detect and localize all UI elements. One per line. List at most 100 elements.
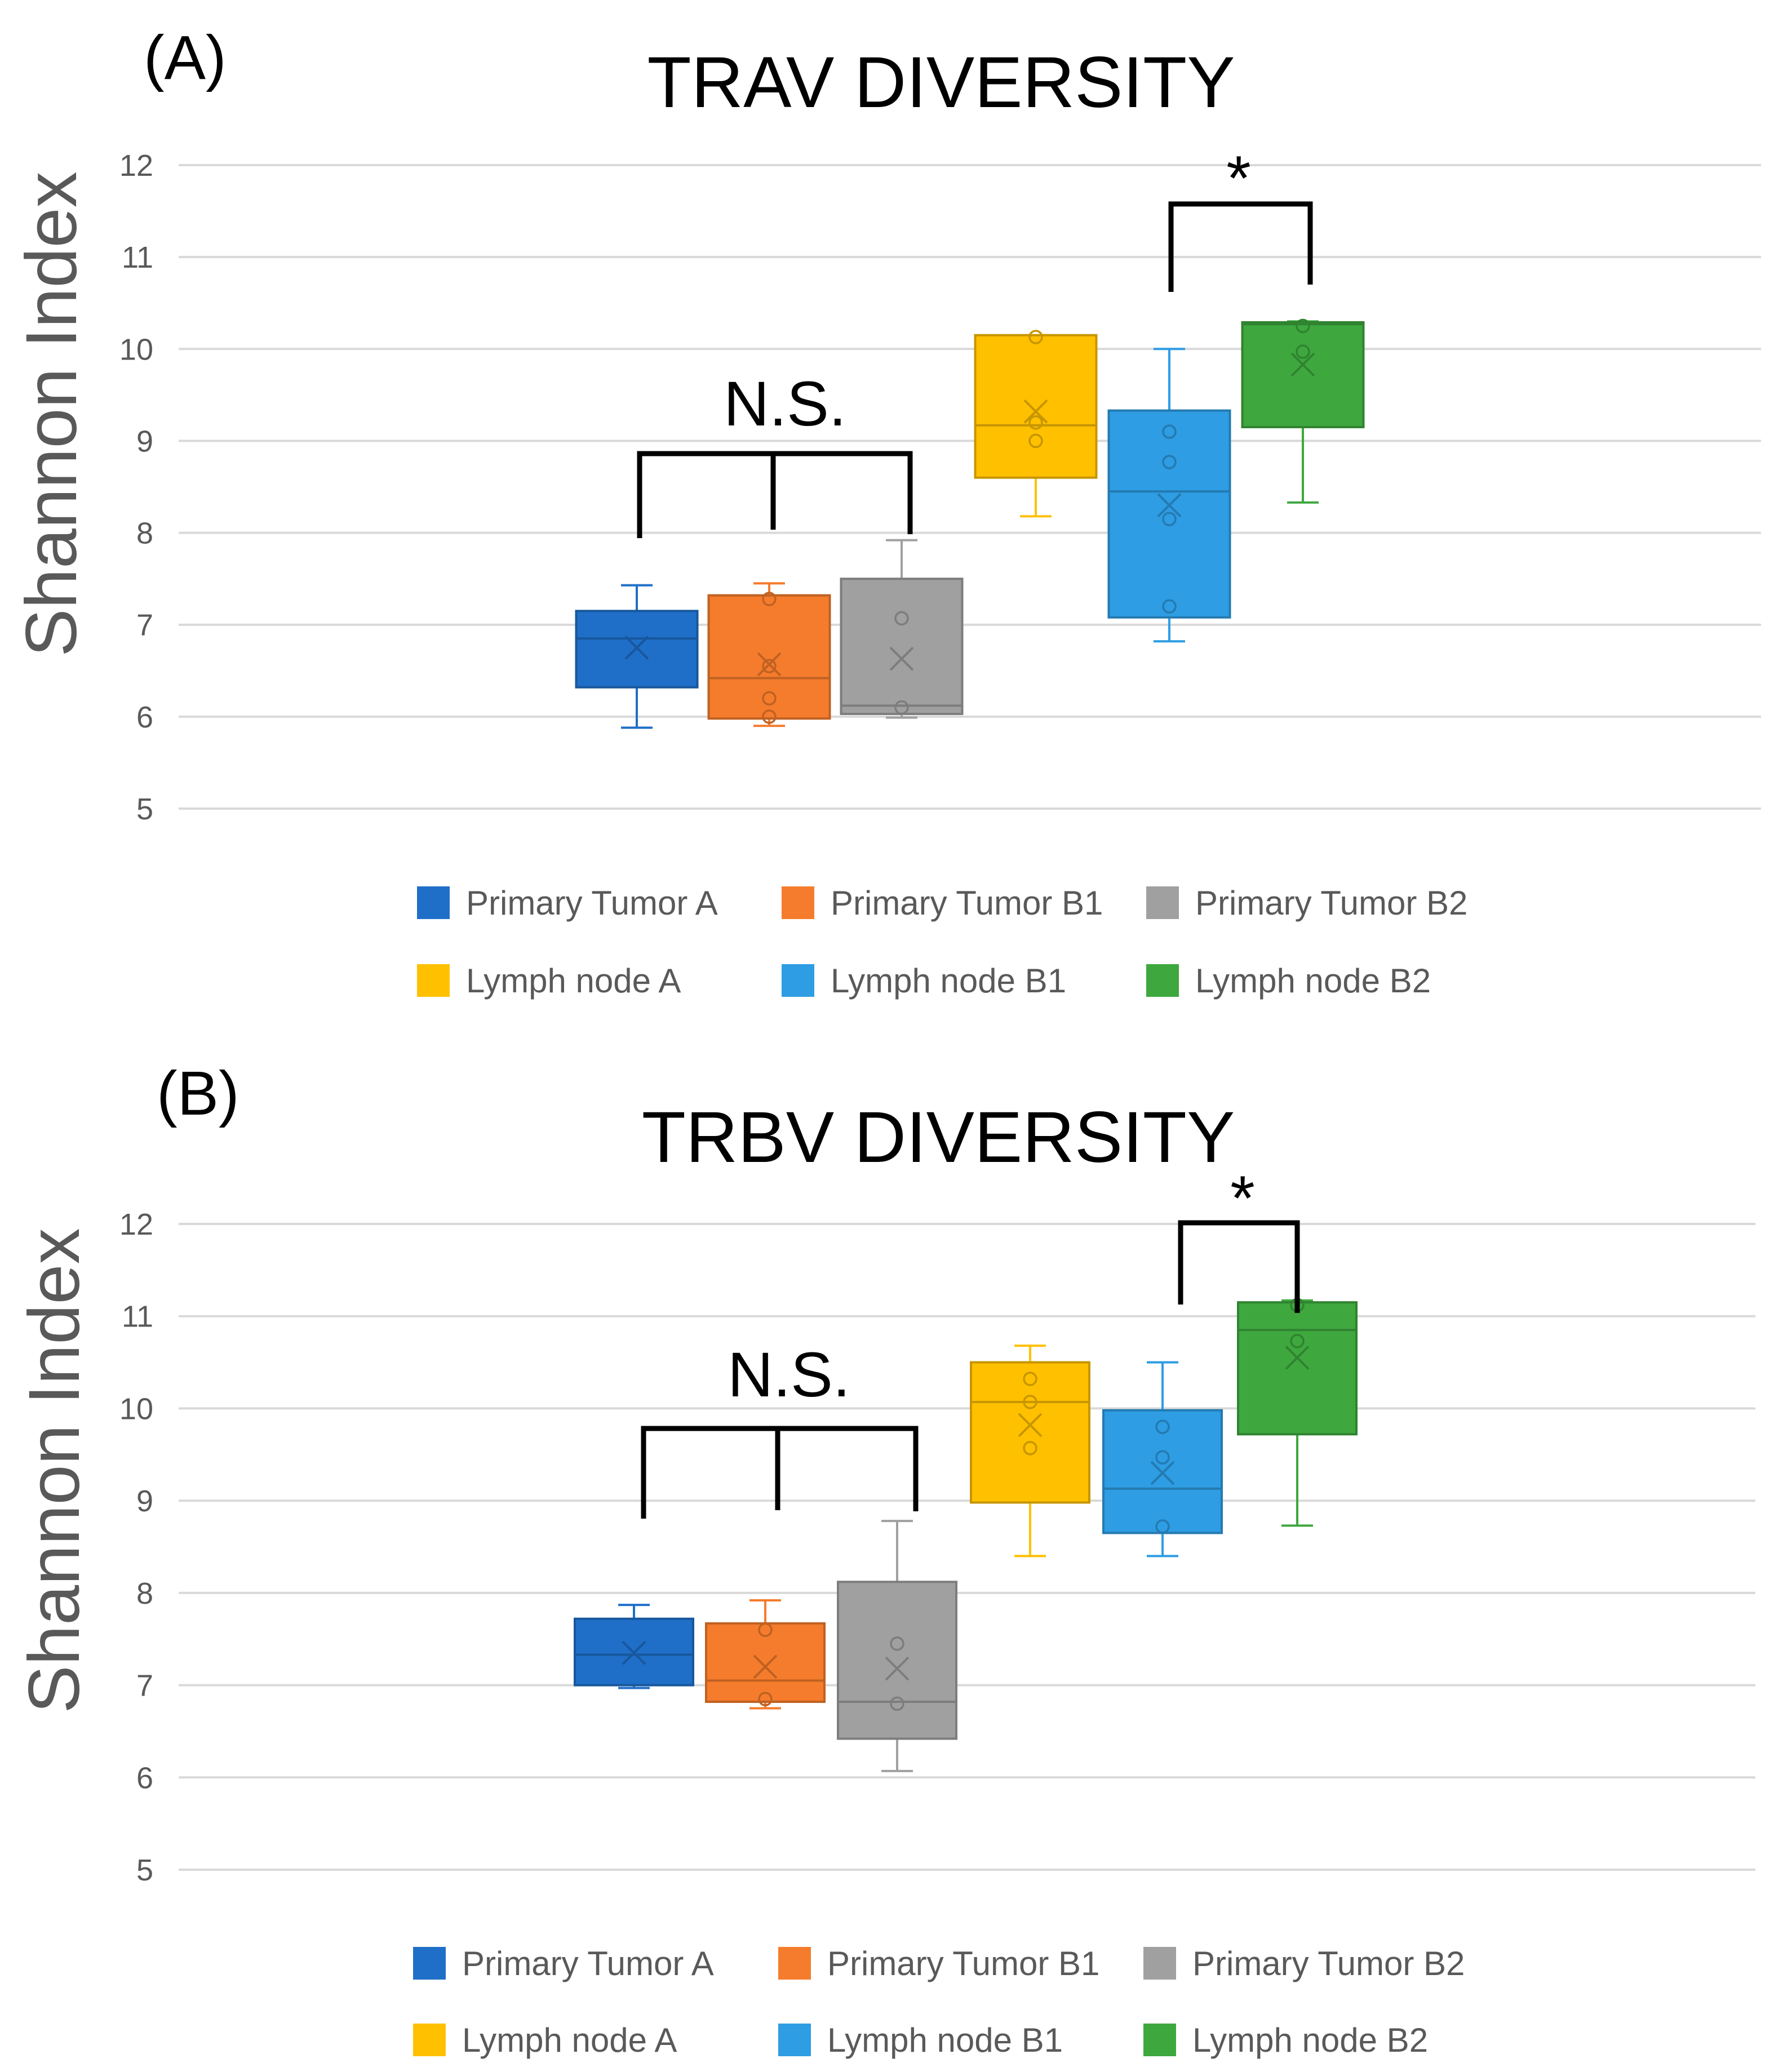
data-point <box>1290 1334 1305 1348</box>
y-tick-label: 5 <box>136 792 153 826</box>
legend: Primary Tumor A Primary Tumor B1 Primary T… <box>413 1945 1465 2059</box>
mean-marker <box>885 1656 910 1681</box>
data-point <box>1155 1519 1170 1534</box>
legend-swatch <box>413 2024 446 2056</box>
legend-swatch <box>1146 886 1179 919</box>
legend-label: Primary Tumor B1 <box>831 884 1103 922</box>
significance-star: * <box>1230 1163 1255 1234</box>
box-primary-tumor-a <box>574 1604 694 1689</box>
data-point <box>758 1692 773 1706</box>
legend-swatch <box>782 886 814 919</box>
data-point <box>890 1696 904 1711</box>
box-body <box>970 1361 1090 1504</box>
data-point <box>762 659 777 673</box>
mean-marker <box>1157 493 1182 518</box>
legend-label: Lymph node A <box>462 2021 677 2059</box>
panel-label: (B) <box>157 1059 239 1128</box>
data-point <box>1162 599 1177 614</box>
legend-label: Primary Tumor B1 <box>827 1945 1099 1982</box>
legend: Primary Tumor A Primary Tumor B1 Primary T… <box>417 884 1467 1000</box>
significance-star: * <box>1226 143 1251 214</box>
y-tick-label: 10 <box>119 332 153 366</box>
chart-title: TRAV DIVERSITY <box>647 42 1235 123</box>
legend-swatch <box>1146 964 1179 997</box>
chart-title: TRBV DIVERSITY <box>642 1097 1235 1178</box>
legend-swatch <box>782 964 814 997</box>
box-primary-tumor-b1 <box>705 1599 826 1710</box>
legend-swatch <box>417 964 450 997</box>
data-point <box>890 1636 904 1651</box>
y-tick-label: 8 <box>136 1577 153 1610</box>
ns-bracket <box>637 451 913 538</box>
mean-marker <box>1285 1345 1310 1370</box>
data-point <box>1296 344 1310 359</box>
legend-label: Lymph node B2 <box>1192 2021 1428 2059</box>
data-point <box>1023 1395 1037 1409</box>
box-body <box>974 334 1098 479</box>
legend-label: Lymph node B1 <box>827 2021 1063 2059</box>
data-point <box>894 700 909 715</box>
box-primary-tumor-a <box>575 584 699 729</box>
box-primary-tumor-b1 <box>707 582 831 727</box>
y-axis-label: Shannon Index <box>11 171 92 656</box>
legend-swatch <box>413 1947 446 1980</box>
data-point <box>1028 433 1043 449</box>
data-point <box>1155 1419 1170 1434</box>
box-primary-tumor-b2 <box>837 1520 957 1772</box>
data-point <box>1155 1450 1170 1465</box>
mean-marker <box>1018 1413 1043 1437</box>
data-point <box>1023 1441 1037 1456</box>
y-tick-label: 6 <box>136 1761 153 1795</box>
legend-label: Primary Tumor B2 <box>1195 884 1467 922</box>
legend-label: Primary Tumor A <box>462 1945 714 1982</box>
legend-label: Lymph node B2 <box>1195 962 1431 1000</box>
mean-marker <box>757 652 782 677</box>
data-point <box>1023 1372 1037 1386</box>
legend-label: Primary Tumor B2 <box>1192 1945 1465 1982</box>
y-tick-label: 5 <box>136 1853 153 1887</box>
mean-marker <box>1290 352 1315 377</box>
panel-label: (A) <box>144 23 227 92</box>
box-primary-tumor-b2 <box>840 539 964 719</box>
mean-marker <box>1023 399 1048 424</box>
y-tick-label: 12 <box>119 1208 153 1241</box>
legend-swatch <box>778 2024 811 2056</box>
box-body <box>1107 409 1231 619</box>
ns-bracket <box>641 1426 919 1519</box>
y-tick-label: 12 <box>119 149 153 183</box>
box-body <box>707 594 831 720</box>
significance-bracket <box>1178 1220 1300 1313</box>
ns-label: N.S. <box>728 1339 850 1410</box>
box-lymph-node-b2 <box>1237 1298 1358 1527</box>
legend-swatch <box>1143 2024 1176 2056</box>
legend-label: Lymph node B1 <box>831 962 1066 1000</box>
y-tick-label: 11 <box>122 1300 153 1334</box>
data-point <box>894 611 909 626</box>
mean-marker <box>624 636 649 660</box>
legend-swatch <box>778 1947 811 1980</box>
box-lymph-node-a <box>974 330 1098 518</box>
box-lymph-node-a <box>970 1345 1090 1558</box>
y-tick-label: 7 <box>136 1669 153 1703</box>
y-tick-label: 11 <box>122 241 153 274</box>
mean-marker <box>753 1654 778 1679</box>
box-body <box>837 1581 957 1740</box>
mean-marker <box>622 1640 646 1665</box>
mean-marker <box>1150 1461 1175 1485</box>
legend-label: Primary Tumor A <box>466 884 718 922</box>
data-point <box>1028 330 1043 344</box>
data-point <box>762 709 777 724</box>
mean-marker <box>889 646 914 671</box>
legend-swatch <box>417 886 450 919</box>
legend-swatch <box>1143 1947 1176 1980</box>
data-point <box>1296 318 1310 334</box>
legend-label: Lymph node A <box>466 962 681 1000</box>
box-lymph-node-b2 <box>1241 318 1365 504</box>
y-tick-label: 10 <box>119 1392 153 1426</box>
significance-bracket <box>1168 201 1313 292</box>
box-lymph-node-b1 <box>1102 1361 1223 1558</box>
y-tick-label: 7 <box>136 609 153 642</box>
y-tick-label: 8 <box>136 517 153 551</box>
box-lymph-node-b1 <box>1107 348 1231 643</box>
